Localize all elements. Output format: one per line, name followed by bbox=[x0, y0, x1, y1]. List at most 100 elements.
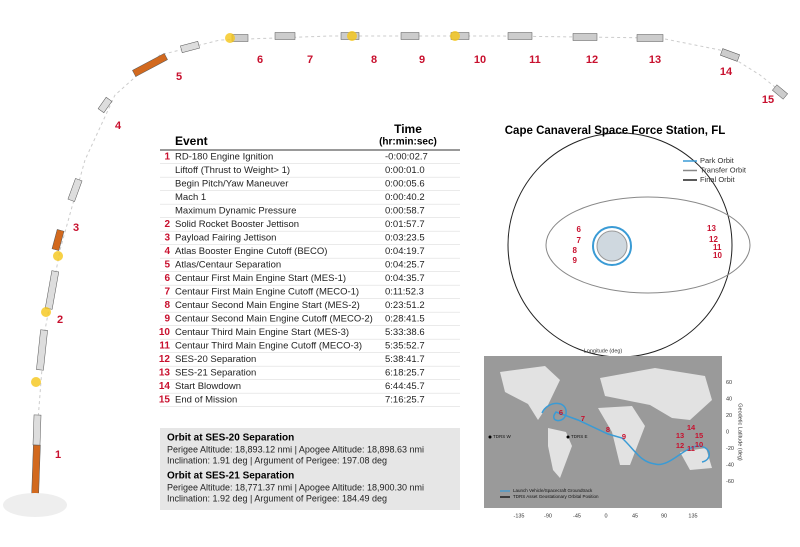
row-time: 0:04:19.7 bbox=[385, 246, 425, 257]
rocket-stage bbox=[572, 33, 598, 41]
map-ytick: -20 bbox=[726, 446, 734, 452]
orbit-label: 6 bbox=[577, 225, 582, 234]
stage-number: 6 bbox=[257, 54, 263, 66]
engine-flame bbox=[225, 33, 235, 43]
table-header: Time bbox=[394, 122, 422, 136]
map-label: 14 bbox=[687, 423, 696, 432]
rocket-stage bbox=[720, 48, 740, 62]
row-time: 0:28:41.5 bbox=[385, 314, 425, 325]
row-time: 0:23:51.2 bbox=[385, 300, 425, 311]
launch-cloud bbox=[3, 493, 67, 517]
row-time: 0:01:57.7 bbox=[385, 219, 425, 230]
stage-number: 11 bbox=[529, 54, 541, 66]
map-label: 9 bbox=[622, 432, 626, 441]
map-label: 15 bbox=[695, 431, 703, 440]
map-ytick: 60 bbox=[726, 380, 732, 386]
tdrs-label: TDRS W bbox=[493, 434, 512, 439]
rocket-stage bbox=[400, 32, 420, 40]
row-event: Solid Rocket Booster Jettison bbox=[175, 219, 299, 230]
row-event: Atlas/Centaur Separation bbox=[175, 260, 281, 271]
row-time: 0:03:23.5 bbox=[385, 233, 425, 244]
row-event: Mach 1 bbox=[175, 192, 206, 203]
eurasia bbox=[600, 368, 712, 420]
stage-number: 8 bbox=[371, 54, 377, 66]
rocket-stage bbox=[51, 229, 65, 251]
rocket-stage bbox=[32, 414, 42, 446]
groundtrack bbox=[541, 402, 710, 466]
row-event: Centaur Third Main Engine Cutoff (MECO-3… bbox=[175, 341, 362, 352]
row-event: Centaur First Main Engine Cutoff (MECO-1… bbox=[175, 287, 359, 298]
legend-label: Transfer Orbit bbox=[700, 165, 747, 174]
map-label: 11 bbox=[687, 444, 695, 453]
tdrs-asset bbox=[488, 435, 492, 439]
row-event: Payload Fairing Jettison bbox=[175, 233, 276, 244]
row-number: 4 bbox=[164, 246, 170, 257]
australia bbox=[680, 448, 712, 470]
row-number: 7 bbox=[164, 287, 170, 298]
map-label: 7 bbox=[581, 414, 585, 423]
map-xtick: 135 bbox=[688, 513, 697, 519]
orbit-label: 10 bbox=[713, 251, 722, 260]
map-xtick: 45 bbox=[632, 513, 638, 519]
map-ytick: -60 bbox=[726, 479, 734, 485]
legend-label: Final Orbit bbox=[700, 175, 736, 184]
row-time: 0:04:35.7 bbox=[385, 273, 425, 284]
orbit-label: 11 bbox=[713, 243, 722, 252]
row-number: 12 bbox=[159, 354, 171, 365]
map-ylabel: Geodetic Latitude (deg) bbox=[737, 403, 743, 461]
map-ytick: 20 bbox=[726, 413, 732, 419]
orbit-detail: Inclination: 1.92 deg | Argument of Peri… bbox=[167, 493, 387, 503]
row-event: Centaur Third Main Engine Start (MES-3) bbox=[175, 327, 349, 338]
stage-number: 5 bbox=[176, 71, 182, 83]
row-event: Begin Pitch/Yaw Maneuver bbox=[175, 179, 288, 190]
row-number: 5 bbox=[164, 260, 170, 271]
north-america bbox=[500, 366, 560, 420]
rocket-stage bbox=[274, 32, 296, 40]
row-time: 5:38:41.7 bbox=[385, 354, 425, 365]
stage-number: 15 bbox=[762, 94, 774, 106]
orbit-title: Orbit at SES-20 Separation bbox=[167, 433, 294, 444]
orbit-detail: Inclination: 1.91 deg | Argument of Peri… bbox=[167, 455, 387, 465]
stage-number: 13 bbox=[649, 54, 661, 66]
row-number: 3 bbox=[164, 233, 170, 244]
stage-number: 1 bbox=[55, 449, 61, 461]
legend-label: Park Orbit bbox=[700, 156, 735, 165]
transfer-orbit bbox=[545, 196, 751, 294]
row-number: 1 bbox=[164, 152, 170, 163]
rocket-stage bbox=[507, 32, 533, 40]
rocket-stage bbox=[67, 178, 83, 202]
row-time: 0:11:52.3 bbox=[385, 287, 424, 298]
row-event: SES-20 Separation bbox=[175, 354, 256, 365]
row-time: 0:00:01.0 bbox=[385, 165, 425, 176]
map-legend-label: TDRS Asset Geostationary Orbital Positio… bbox=[513, 494, 599, 499]
map-xtick: -135 bbox=[513, 513, 524, 519]
rocket-stage bbox=[636, 34, 664, 42]
row-number: 15 bbox=[159, 395, 171, 406]
orbit-detail: Perigee Altitude: 18,771.37 nmi | Apogee… bbox=[167, 482, 424, 492]
row-time: 5:35:52.7 bbox=[385, 341, 425, 352]
row-number: 2 bbox=[164, 219, 170, 230]
map-xlabel: Longitude (deg) bbox=[584, 348, 623, 354]
map-label: 8 bbox=[606, 425, 610, 434]
row-event: Liftoff (Thrust to Weight> 1) bbox=[175, 165, 290, 176]
row-event: Start Blowdown bbox=[175, 381, 241, 392]
orbit-label: 7 bbox=[577, 236, 582, 245]
row-number: 9 bbox=[164, 314, 170, 325]
stage-number: 4 bbox=[115, 120, 122, 132]
row-event: Atlas Booster Engine Cutoff (BECO) bbox=[175, 246, 327, 257]
row-event: SES-21 Separation bbox=[175, 368, 256, 379]
map-xtick: 0 bbox=[604, 513, 607, 519]
south-america bbox=[548, 428, 572, 478]
row-time: 0:00:58.7 bbox=[385, 206, 425, 217]
orbit-title: Orbit at SES-21 Separation bbox=[167, 471, 294, 482]
row-event: Centaur First Main Engine Start (MES-1) bbox=[175, 273, 346, 284]
map-xtick: -90 bbox=[544, 513, 552, 519]
stage-number: 7 bbox=[307, 54, 313, 66]
engine-flame bbox=[31, 377, 41, 387]
row-time: 6:18:25.7 bbox=[385, 368, 425, 379]
map-xtick: -45 bbox=[573, 513, 581, 519]
tdrs-label: TDRS E bbox=[571, 434, 588, 439]
row-time: 0:04:25.7 bbox=[385, 260, 425, 271]
map-ytick: 0 bbox=[726, 429, 729, 435]
